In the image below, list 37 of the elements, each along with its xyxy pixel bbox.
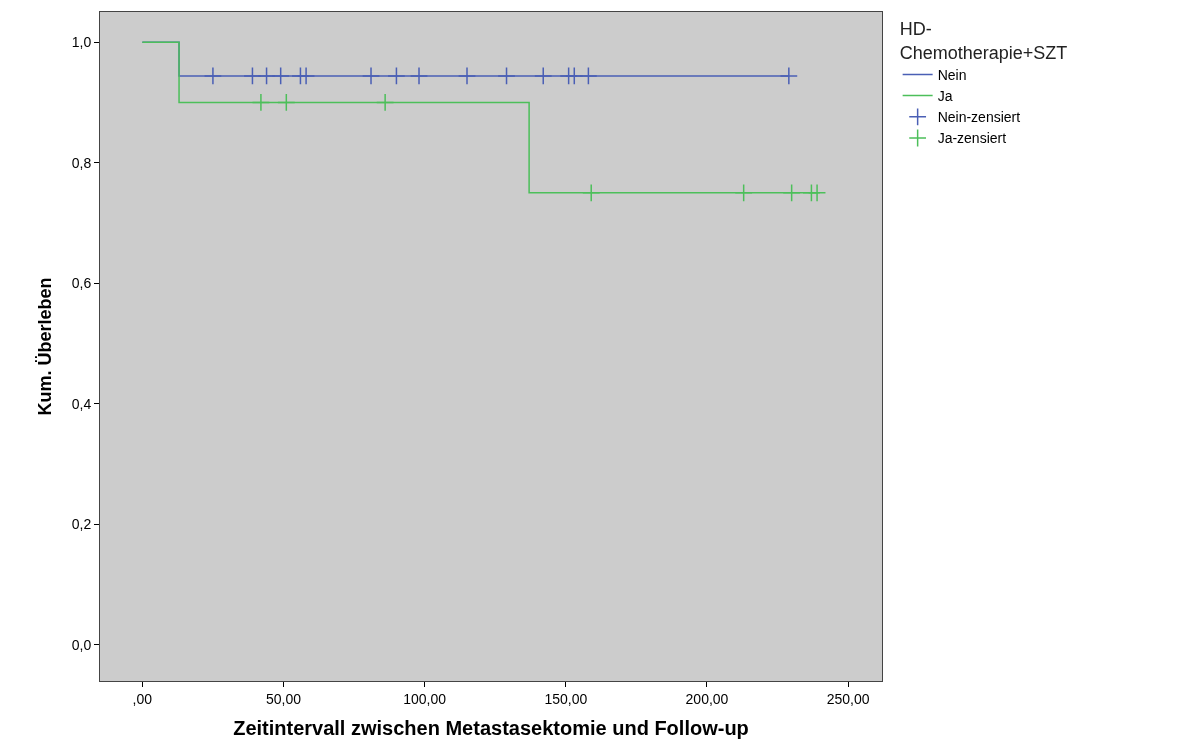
- x-tick-label: 200,00: [685, 690, 729, 707]
- point: [582, 183, 601, 202]
- point: [361, 66, 381, 86]
- x-tick-label: 250,00: [826, 690, 870, 707]
- y-tick-label: 0,8: [71, 154, 92, 171]
- x-tick-label: ,00: [132, 690, 153, 707]
- point: [497, 66, 516, 86]
- point: [534, 66, 553, 86]
- y-tick-label: 0,6: [71, 275, 92, 292]
- point: [387, 66, 406, 86]
- x-tick-label: 100,00: [403, 690, 447, 707]
- legend-label: Ja-zensiert: [937, 130, 1007, 147]
- point: [457, 66, 477, 86]
- point: [779, 66, 798, 86]
- x-axis-title: Zeitintervall zwischen Metastasektomie und Follow-up: [233, 717, 749, 740]
- y-tick-label: 0,4: [71, 395, 92, 412]
- point: [579, 66, 598, 86]
- x-tick-label: 50,00: [265, 690, 302, 707]
- legend-label: Ja: [937, 88, 953, 105]
- point: [375, 93, 395, 112]
- legend-title: HD- Chemotherapie+SZT: [899, 19, 1068, 63]
- point: [251, 93, 271, 112]
- point: [203, 66, 223, 86]
- point: [277, 93, 296, 112]
- legend-label: Nein: [937, 66, 967, 83]
- legend-label: Nein-zensiert: [937, 109, 1021, 126]
- y-tick-label: 1,0: [71, 34, 92, 51]
- point: [807, 183, 827, 202]
- point: [734, 183, 753, 202]
- y-tick-label: 0,0: [71, 636, 92, 653]
- point: [409, 66, 429, 86]
- x-tick-label: 150,00: [544, 690, 588, 707]
- y-axis-title: Kum. Überleben: [34, 277, 55, 416]
- y-tick-label: 0,2: [71, 516, 92, 533]
- point: [296, 66, 316, 86]
- point: [782, 183, 801, 202]
- point: [271, 66, 290, 86]
